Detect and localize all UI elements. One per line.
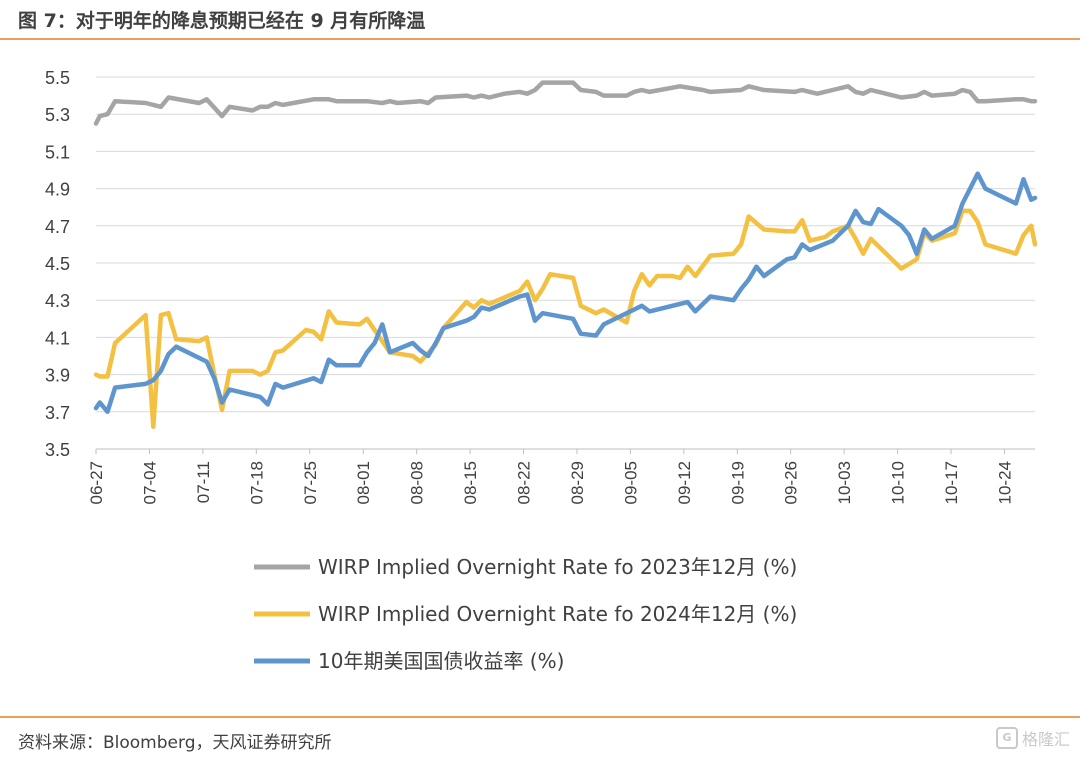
x-tick-label: 08-08 xyxy=(408,461,427,504)
y-tick-label: 4.1 xyxy=(45,328,70,348)
x-tick-label: 08-22 xyxy=(515,461,534,504)
y-tick-label: 4.7 xyxy=(45,217,70,237)
x-tick-label: 08-15 xyxy=(461,461,480,504)
y-tick-label: 3.5 xyxy=(45,440,70,460)
x-tick-label: 07-11 xyxy=(194,461,213,503)
y-tick-label: 5.1 xyxy=(45,142,70,162)
x-tick-label: 09-05 xyxy=(621,461,640,504)
x-tick-label: 07-04 xyxy=(140,461,159,504)
legend-label: WIRP Implied Overnight Rate fo 2024年12月 … xyxy=(318,602,797,626)
y-tick-label: 4.5 xyxy=(45,254,70,274)
x-tick-label: 09-12 xyxy=(675,461,694,504)
series-line-2023-dec xyxy=(93,80,1038,126)
x-tick-label: 10-17 xyxy=(942,461,961,504)
chart-title: 图 7：对于明年的降息预期已经在 9 月有所降温 xyxy=(18,10,426,32)
x-tick-label: 06-27 xyxy=(87,461,106,504)
source-note: 资料来源：Bloomberg，天风证券研究所 xyxy=(18,733,332,753)
x-axis-ticks: 06-27 07-04 07-11 07-18 07-25 08-01 08-08 08-15… xyxy=(87,449,1014,504)
y-tick-label: 5.5 xyxy=(45,68,70,88)
x-tick-label: 09-26 xyxy=(782,461,801,504)
legend-item-2024-dec: WIRP Implied Overnight Rate fo 2024年12月 … xyxy=(254,602,797,626)
legend: WIRP Implied Overnight Rate fo 2023年12月 … xyxy=(254,555,797,673)
series-line-10y-treasury xyxy=(93,171,1038,415)
y-axis-ticks: 5.5 5.3 5.1 4.9 4.7 4.5 4.3 4.1 3.9 3.7 3.5 xyxy=(45,68,70,460)
legend-item-2023-dec: WIRP Implied Overnight Rate fo 2023年12月 … xyxy=(254,555,797,579)
grid-lines xyxy=(96,76,1035,450)
legend-item-10y-treasury: 10年期美国国债收益率 (%) xyxy=(254,649,564,673)
y-tick-label: 5.3 xyxy=(45,105,70,125)
top-divider xyxy=(0,38,1080,40)
x-tick-label: 10-24 xyxy=(995,461,1014,504)
x-tick-label: 09-19 xyxy=(728,461,747,504)
x-tick-label: 10-10 xyxy=(889,461,908,504)
x-tick-label: 10-03 xyxy=(835,461,854,504)
series-lines xyxy=(93,80,1038,429)
series-line-2024-dec xyxy=(93,208,1038,429)
y-tick-label: 3.9 xyxy=(45,366,70,386)
y-tick-label: 4.9 xyxy=(45,180,70,200)
y-tick-label: 4.3 xyxy=(45,291,70,311)
x-tick-label: 07-25 xyxy=(301,461,320,504)
legend-label: WIRP Implied Overnight Rate fo 2023年12月 … xyxy=(318,555,797,579)
x-tick-label: 07-18 xyxy=(247,461,266,504)
bottom-divider xyxy=(0,716,1080,718)
y-tick-label: 3.7 xyxy=(45,403,70,423)
x-tick-label: 08-29 xyxy=(568,461,587,504)
legend-label: 10年期美国国债收益率 (%) xyxy=(318,649,564,673)
watermark-text: 格隆汇 xyxy=(1021,730,1070,749)
watermark: G 格隆汇 xyxy=(995,726,1070,750)
watermark-logo-icon: G xyxy=(995,727,1018,749)
x-tick-label: 08-01 xyxy=(354,461,373,504)
line-chart: 5.55.35.14.94.74.54.34.13.93.73.5 06-27 0… xyxy=(45,68,1038,673)
